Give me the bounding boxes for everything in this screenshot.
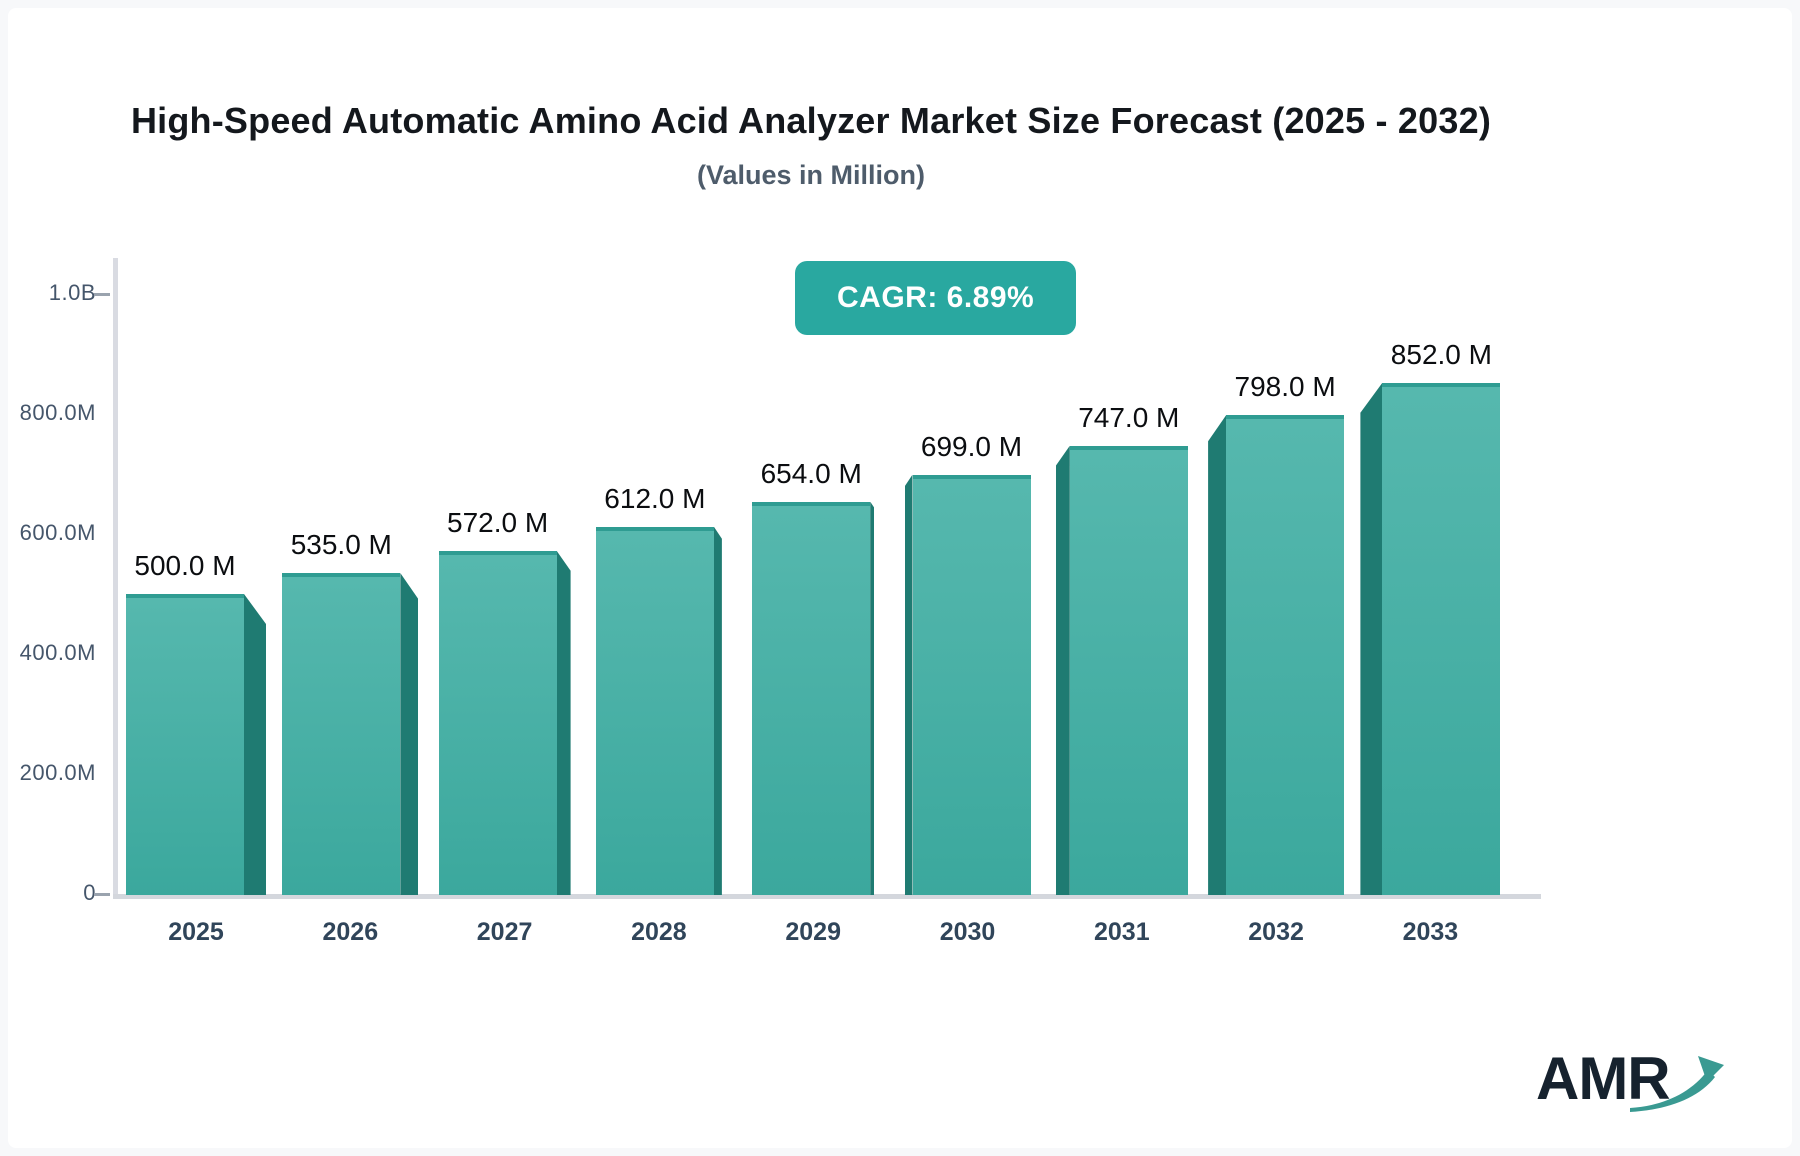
bar-face [912,474,1031,895]
bar-value-label: 798.0 M [1234,371,1336,403]
bar-value-label: 747.0 M [1078,401,1180,433]
bar-side [1360,382,1383,895]
bar-value-label: 699.0 M [920,430,1023,462]
y-axis-tick [94,293,110,296]
cagr-badge: CAGR: 6.89% [795,261,1077,335]
x-axis-label: 2030 [939,918,996,946]
y-axis-label: 200.0M [19,760,96,785]
x-axis-label: 2029 [785,918,841,946]
bar-face [1226,415,1345,895]
y-axis-label: 400.0M [19,640,96,665]
bar-face [438,550,557,895]
bar-value-label: 572.0 M [447,506,549,538]
x-axis-label: 2032 [1248,918,1304,946]
bar-face [282,573,401,895]
bar-side [713,526,722,895]
bar-side [400,573,419,895]
bar-side [1208,415,1227,895]
bar-value-label: 612.0 M [604,482,706,514]
chart-title: High-Speed Automatic Amino Acid Analyzer… [130,100,1492,141]
x-axis-label: 2033 [1402,918,1459,946]
y-axis-line [113,258,118,898]
bar-face [1382,382,1501,895]
growth-arrow-icon [1630,1056,1724,1112]
y-axis-tick [94,893,110,896]
bar-face [595,526,714,895]
bar-value-label: 535.0 M [290,529,392,560]
y-axis-label: 1.0B [48,280,96,305]
bar-value-label: 500.0 M [134,550,236,581]
y-axis-label: 800.0M [19,400,96,425]
x-axis-label: 2031 [1093,918,1150,946]
header: High-Speed Automatic Amino Acid Analyzer… [8,100,1614,191]
bar-face [752,501,871,895]
x-axis-label: 2027 [476,918,533,946]
bar-face [126,594,244,895]
chart-area: 0 200.0M 400.0M 600.0M 800.0M 1.0B 500.0 M 2025… [8,8,1800,1156]
bar-side [244,594,266,895]
bar-value-label: 852.0 M [1390,338,1492,370]
amr-logo: AMR [1536,1038,1776,1128]
x-axis-label: 2025 [168,918,224,946]
bar-side [556,550,571,895]
chart-subtitle: (Values in Million) [696,160,926,190]
bar-side [904,474,913,895]
bar-side [870,501,875,895]
bar-face [1069,445,1188,895]
bar-value-label: 654.0 M [760,457,862,489]
x-axis-label: 2026 [322,918,379,946]
y-axis-label: 0 [83,880,96,905]
x-axis-label: 2028 [631,918,687,946]
chart-card: High-Speed Automatic Amino Acid Analyzer… [8,8,1792,1148]
x-axis-line [113,894,1541,899]
amr-logo-text: AMR [1536,1045,1671,1112]
bar-side [1055,445,1070,895]
y-axis-label: 600.0M [19,520,96,545]
